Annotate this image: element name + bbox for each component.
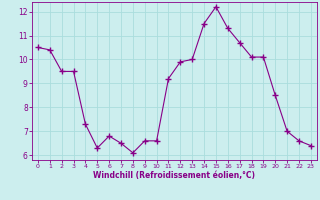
X-axis label: Windchill (Refroidissement éolien,°C): Windchill (Refroidissement éolien,°C): [93, 171, 255, 180]
